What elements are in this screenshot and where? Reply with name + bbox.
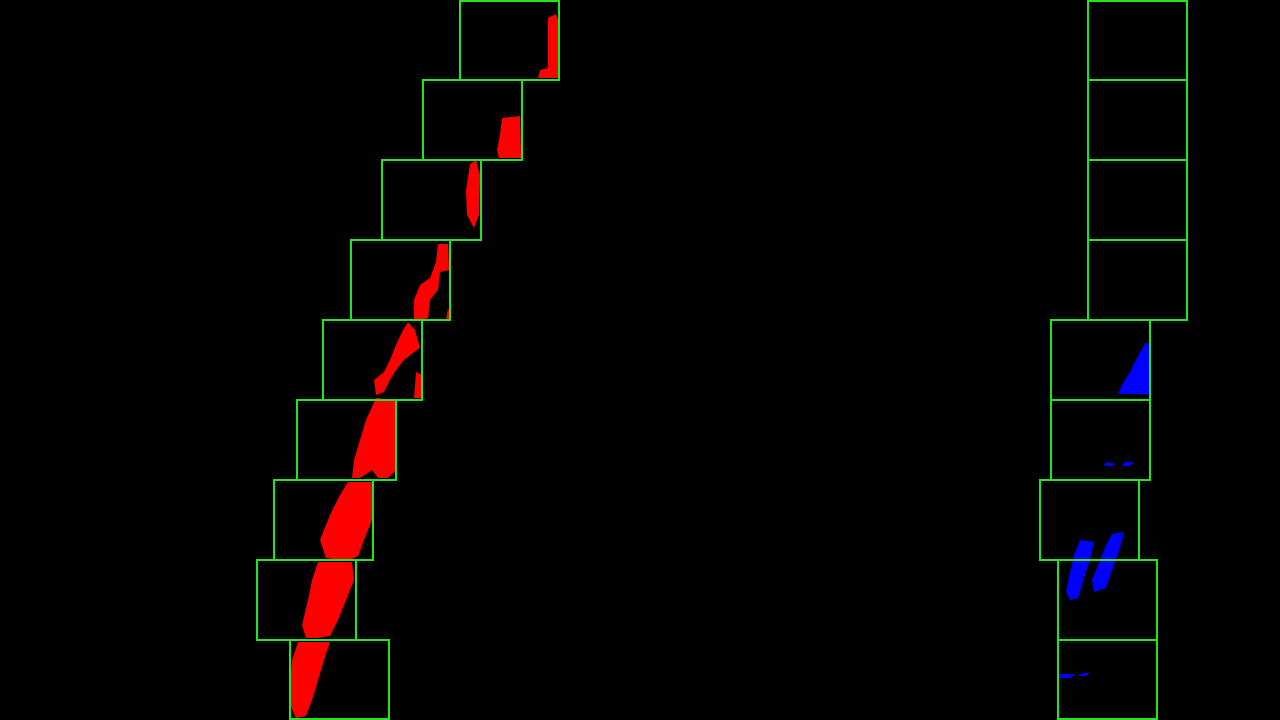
left-lane-blob — [302, 562, 354, 638]
right-lane-blob — [1104, 462, 1116, 466]
left-lane-blob — [414, 244, 449, 320]
right-lane-pixels — [1058, 342, 1150, 678]
left-lane-blob — [352, 398, 396, 478]
right-lane-blob — [1066, 540, 1094, 600]
right-lane-blob — [1078, 672, 1090, 676]
left-lane-blob — [497, 116, 521, 158]
left-window — [289, 639, 390, 720]
right-lane-blob — [1122, 462, 1134, 466]
left-lane-pixels — [290, 14, 558, 718]
right-window — [1057, 639, 1158, 720]
left-lane-blob — [290, 642, 330, 718]
right-lane-blob — [1058, 674, 1076, 678]
left-lane-blob — [374, 322, 420, 395]
left-lane-blob — [538, 14, 558, 78]
right-lane-windows — [1039, 0, 1188, 720]
right-lane-blob — [1092, 532, 1124, 592]
left-lane-blob — [320, 482, 372, 560]
left-lane-blob — [466, 160, 480, 228]
right-lane-blob — [1118, 342, 1150, 395]
left-lane-blob — [414, 372, 422, 398]
left-lane-windows — [256, 0, 560, 720]
